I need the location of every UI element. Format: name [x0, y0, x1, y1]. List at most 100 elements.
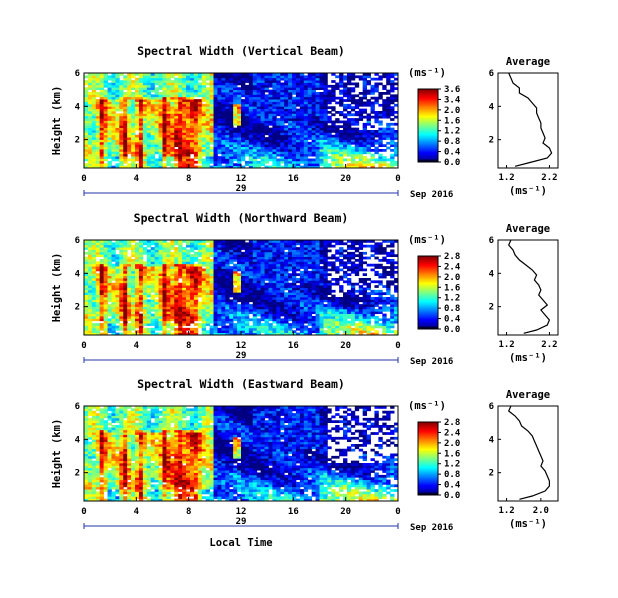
heatmap-cell	[233, 287, 238, 291]
heatmap-cell	[170, 92, 175, 95]
heatmap-cell	[335, 134, 340, 138]
heatmap-cell	[170, 134, 175, 138]
heatmap-cell	[237, 144, 242, 148]
heatmap-cell	[209, 320, 214, 324]
heatmap-cell	[280, 299, 285, 303]
heatmap-cell	[244, 153, 250, 157]
heatmap-cell	[362, 73, 368, 76]
heatmap-cell	[315, 101, 320, 105]
heatmap-cell	[213, 111, 218, 114]
heatmap-cell	[252, 278, 258, 281]
heatmap-cell	[244, 160, 250, 164]
heatmap-cell	[252, 247, 258, 250]
heatmap-cell	[189, 259, 195, 262]
heatmap-cell	[154, 165, 159, 169]
heatmap-cell	[107, 270, 112, 274]
heatmap-cell	[362, 82, 368, 86]
heatmap-cell	[103, 330, 108, 334]
heatmap-cell	[248, 122, 254, 126]
heatmap-cell	[209, 327, 214, 331]
heatmap-cell	[107, 146, 112, 150]
heatmap-cell	[264, 254, 269, 258]
heatmap-cell	[256, 266, 262, 269]
heatmap-cell	[260, 144, 265, 148]
heatmap-cell	[221, 144, 226, 148]
heatmap-cell	[138, 156, 144, 159]
heatmap-cell	[84, 130, 89, 133]
heatmap-cell	[311, 158, 316, 162]
colorbar-segment	[418, 97, 438, 100]
heatmap-cell	[146, 249, 152, 253]
heatmap-cell	[186, 282, 191, 286]
heatmap-cell	[107, 111, 112, 114]
heatmap-cell	[213, 263, 218, 267]
heatmap-cell	[280, 108, 285, 112]
heatmap-cell	[386, 99, 391, 102]
heatmap-cell	[358, 108, 364, 112]
heatmap-cell	[182, 94, 187, 98]
heatmap-cell	[103, 304, 108, 307]
heatmap-cell	[378, 111, 383, 114]
heatmap-cell	[154, 299, 159, 303]
heatmap-cell	[315, 158, 320, 162]
heatmap-cell	[119, 282, 124, 286]
heatmap-cell	[311, 80, 316, 83]
heatmap-cell	[268, 256, 273, 260]
heatmap-cell	[111, 80, 116, 83]
heatmap-cell	[233, 120, 238, 124]
heatmap-cell	[221, 259, 226, 262]
heatmap-cell	[229, 327, 234, 331]
heatmap-cell	[135, 275, 140, 279]
heatmap-cell	[193, 99, 199, 102]
heatmap-cell	[138, 146, 144, 150]
heatmap-cell	[260, 127, 265, 131]
heatmap-cell	[84, 122, 89, 126]
heatmap-cell	[87, 320, 93, 324]
heatmap-cell	[374, 111, 379, 114]
heatmap-cell	[378, 127, 383, 131]
heatmap-cell	[166, 103, 171, 107]
heatmap-cell	[256, 84, 262, 88]
colorbar-segment	[418, 149, 438, 152]
heatmap-cell	[213, 118, 218, 121]
heatmap-cell	[315, 151, 320, 155]
heatmap-cell	[150, 330, 156, 334]
heatmap-cell	[146, 330, 152, 334]
heatmap-cell	[256, 275, 262, 279]
heatmap-cell	[264, 285, 269, 288]
heatmap-cell	[288, 89, 293, 93]
heatmap-cell	[288, 92, 293, 95]
heatmap-cell	[213, 242, 218, 246]
heatmap-cell	[303, 127, 309, 131]
heatmap-cell	[311, 132, 316, 136]
heatmap-cell	[327, 118, 332, 121]
heatmap-cell	[107, 308, 112, 312]
heatmap-cell	[131, 120, 136, 124]
heatmap-cell	[292, 118, 297, 121]
heatmap-cell	[217, 327, 222, 331]
heatmap-cell	[84, 111, 89, 114]
heatmap-cell	[87, 297, 93, 300]
heatmap-cell	[362, 151, 368, 155]
heatmap-cell	[174, 111, 179, 114]
heatmap-cell	[138, 103, 144, 107]
heatmap-cell	[272, 316, 277, 319]
heatmap-cell	[272, 87, 277, 91]
heatmap-cell	[264, 160, 269, 164]
heatmap-cell	[268, 92, 273, 95]
heatmap-cell	[127, 113, 132, 117]
heatmap-cell	[205, 261, 211, 265]
heatmap-cell	[284, 94, 289, 98]
heatmap-cell	[127, 115, 132, 119]
heatmap-cell	[237, 163, 242, 167]
heatmap-cell	[162, 306, 167, 310]
heatmap-cell	[339, 125, 344, 129]
heatmap-cell	[87, 268, 93, 272]
heatmap-cell	[178, 254, 183, 258]
heatmap-cell	[201, 151, 207, 155]
heatmap-cell	[119, 108, 124, 112]
heatmap-cell	[123, 240, 128, 243]
heatmap-cell	[193, 122, 199, 126]
heatmap-cell	[264, 158, 269, 162]
heatmap-cell	[217, 244, 222, 248]
